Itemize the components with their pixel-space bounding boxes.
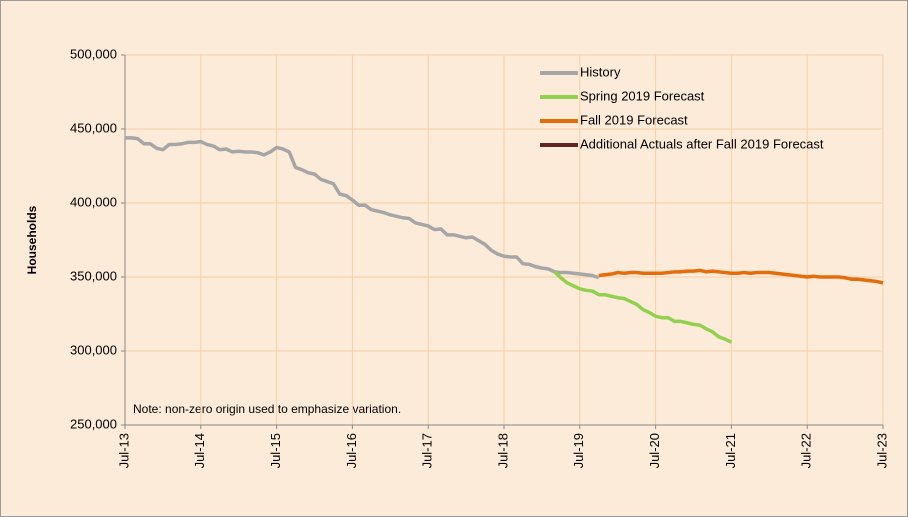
legend-label: Fall 2019 Forecast — [580, 112, 688, 127]
x-tick-label: Jul-14 — [192, 433, 207, 468]
legend-label: Spring 2019 Forecast — [580, 88, 705, 103]
note: Note: non-zero origin used to emphasize … — [133, 402, 401, 416]
y-tick-label: 450,000 — [70, 120, 117, 135]
x-tick-label: Jul-16 — [344, 433, 359, 468]
legend-label: History — [580, 64, 621, 79]
x-tick-label: Jul-19 — [571, 433, 586, 468]
x-tick-label: Jul-20 — [647, 433, 662, 468]
y-tick-label: 300,000 — [70, 342, 117, 357]
x-tick-label: Jul-18 — [495, 433, 510, 468]
y-tick-label: 500,000 — [70, 46, 117, 61]
x-tick-label: Jul-21 — [723, 433, 738, 468]
legend-label: Additional Actuals after Fall 2019 Forec… — [580, 136, 824, 151]
x-tick-label: Jul-23 — [874, 433, 889, 468]
series-line — [553, 270, 733, 344]
x-tick-label: Jul-15 — [268, 433, 283, 468]
y-tick-label: 250,000 — [70, 416, 117, 431]
series-line — [125, 136, 600, 280]
x-tick-label: Jul-13 — [116, 433, 131, 468]
x-tick-label: Jul-17 — [420, 433, 435, 468]
y-axis-label: Households — [25, 205, 39, 274]
y-tick-label: 350,000 — [70, 268, 117, 283]
y-tick-label: 400,000 — [70, 194, 117, 209]
series-line — [598, 268, 884, 285]
x-tick-label: Jul-22 — [799, 433, 814, 468]
